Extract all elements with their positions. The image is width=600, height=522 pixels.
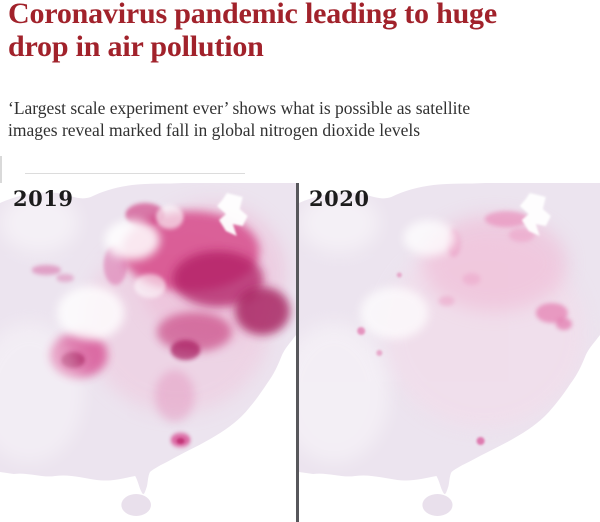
standfirst: ‘Largest scale experiment ever’ shows wh… <box>8 98 471 140</box>
no2-map-2020-graphic <box>299 183 600 516</box>
no2-map-2019-graphic <box>0 183 296 516</box>
map-year-label-2019: 2019 <box>13 186 74 211</box>
map-2020-panel: 2020 <box>299 183 600 522</box>
section-divider <box>25 173 245 174</box>
map-divider <box>296 183 299 522</box>
map-2019-panel: 2019 <box>0 183 296 522</box>
map-year-label-2020: 2020 <box>309 186 370 211</box>
satellite-comparison-figure: 2019 <box>0 183 600 522</box>
headline: Coronavirus pandemic leading to huge dro… <box>8 0 497 63</box>
left-edge-rule <box>0 156 2 186</box>
